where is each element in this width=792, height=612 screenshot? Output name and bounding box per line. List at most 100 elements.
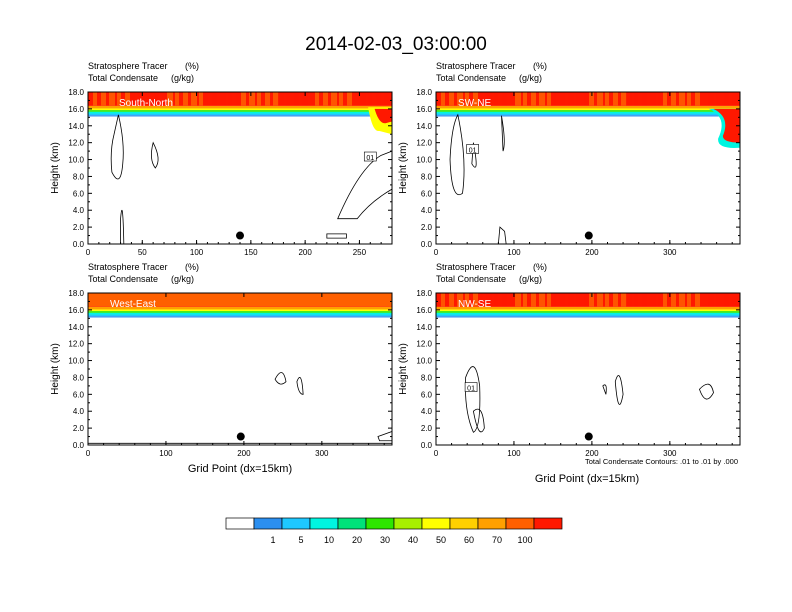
tracer-streak	[88, 92, 92, 106]
y-tick-label: 12.0	[68, 340, 84, 349]
tracer-band-1	[436, 306, 740, 310]
tracer-streak	[101, 92, 106, 106]
tracer-streak	[228, 92, 232, 106]
panel-header-line1: Stratosphere Tracer	[88, 262, 168, 272]
tracer-streak	[125, 92, 130, 106]
y-tick-label: 14.0	[68, 323, 84, 332]
tracer-streak	[576, 293, 580, 307]
tracer-streak	[154, 92, 159, 106]
colorbar-label: 40	[408, 535, 418, 545]
tracer-streak	[687, 293, 691, 307]
condensate-contour-3	[497, 226, 507, 245]
tracer-streak	[552, 92, 556, 106]
tracer-band-5	[436, 113, 740, 116]
tracer-streak	[265, 92, 270, 106]
colorbar-swatch	[421, 517, 451, 530]
panel-header-line1-units: (%)	[185, 61, 199, 71]
panel-header-line1: Stratosphere Tracer	[436, 262, 516, 272]
tracer-streak	[510, 92, 516, 106]
tracer-streak	[436, 92, 440, 106]
colorbar-swatch	[337, 517, 367, 530]
x-tick-label: 300	[663, 248, 677, 257]
tracer-streak	[457, 293, 463, 307]
panel-header-line1-units: (%)	[533, 61, 547, 71]
tracer-streak	[109, 92, 115, 106]
tracer-streak	[560, 293, 565, 307]
colorbar-swatch	[225, 517, 255, 530]
tracer-streak	[249, 92, 255, 106]
tracer-streak	[552, 293, 556, 307]
tracer-streak	[502, 92, 507, 106]
x-tick-label: 100	[190, 248, 204, 257]
y-tick-label: 4.0	[421, 407, 433, 416]
condensate-contour-1	[296, 377, 304, 395]
panels-group: Stratosphere Tracer (%) Total Condensate (g…	[50, 61, 741, 458]
tracer-streak	[732, 92, 738, 106]
condensate-contour-4	[326, 233, 347, 239]
tracer-streak	[162, 92, 168, 106]
tracer-streak	[523, 92, 527, 106]
y-tick-label: 18.0	[416, 88, 432, 97]
tracer-band-4	[436, 312, 740, 315]
tracer-streak	[589, 293, 594, 307]
panel-header-line2: Total Condensate	[88, 73, 158, 83]
location-marker	[236, 231, 244, 240]
condensate-contour-1	[151, 141, 159, 169]
tracer-streak	[212, 92, 217, 106]
tracer-streak	[278, 92, 284, 106]
tracer-streak	[167, 92, 173, 106]
tracer-streak	[494, 293, 498, 307]
tracer-band-3	[436, 110, 740, 112]
y-tick-label: 10.0	[416, 357, 432, 366]
y-tick-label: 16.0	[416, 306, 432, 315]
tracer-streak	[658, 92, 662, 106]
tracer-streak	[671, 293, 676, 307]
panel-header-line1: Stratosphere Tracer	[88, 61, 168, 71]
y-tick-label: 18.0	[68, 289, 84, 298]
x-tick-label: 200	[585, 449, 599, 458]
tracer-band-6	[436, 115, 740, 117]
tracer-streak	[634, 293, 638, 307]
tracer-streak	[724, 293, 729, 307]
y-tick-label: 2.0	[73, 424, 85, 433]
tracer-streak	[695, 293, 700, 307]
tracer-streak	[716, 92, 720, 106]
tracer-streak	[257, 92, 261, 106]
x-tick-label: 50	[138, 248, 147, 257]
tracer-streak	[597, 293, 603, 307]
x-tick-label: 0	[86, 449, 91, 458]
location-marker	[584, 231, 593, 240]
y-tick-label: 0.0	[421, 240, 433, 249]
tracer-streak	[273, 92, 279, 106]
tracer-streak	[486, 293, 492, 307]
panel-header-line2: Total Condensate	[436, 274, 506, 284]
cross-section-label: NW-SE	[458, 299, 491, 310]
y-tick-label: 18.0	[68, 88, 84, 97]
tracer-streak	[236, 92, 241, 106]
tracer-streak	[130, 92, 135, 106]
tracer-band-1	[436, 105, 740, 109]
panel-south-north: Stratosphere Tracer (%) Total Condensate (g…	[50, 61, 393, 257]
tracer-streak	[138, 92, 144, 106]
condensate-contour-2	[614, 375, 624, 405]
location-marker	[584, 432, 593, 441]
tracer-streak	[650, 92, 656, 106]
x-axis-label-right: Grid Point (dx=15km)	[535, 473, 639, 485]
tracer-streak	[589, 92, 594, 106]
colorbar-swatch	[365, 517, 395, 530]
tracer-streak	[642, 293, 647, 307]
tracer-streak	[473, 92, 478, 106]
colorbar-swatch	[449, 517, 479, 530]
tracer-streak	[175, 92, 179, 106]
colorbar-label: 50	[436, 535, 446, 545]
contour-label: 01	[366, 155, 374, 162]
tracer-streak	[621, 293, 627, 307]
condensate-contour-0	[110, 114, 124, 180]
x-tick-label: 200	[298, 248, 312, 257]
tracer-band-3	[436, 311, 740, 313]
colorbar-swatch	[281, 517, 311, 530]
y-tick-label: 6.0	[421, 390, 433, 399]
colorbar-label: 5	[298, 535, 303, 545]
x-tick-label: 100	[507, 449, 521, 458]
